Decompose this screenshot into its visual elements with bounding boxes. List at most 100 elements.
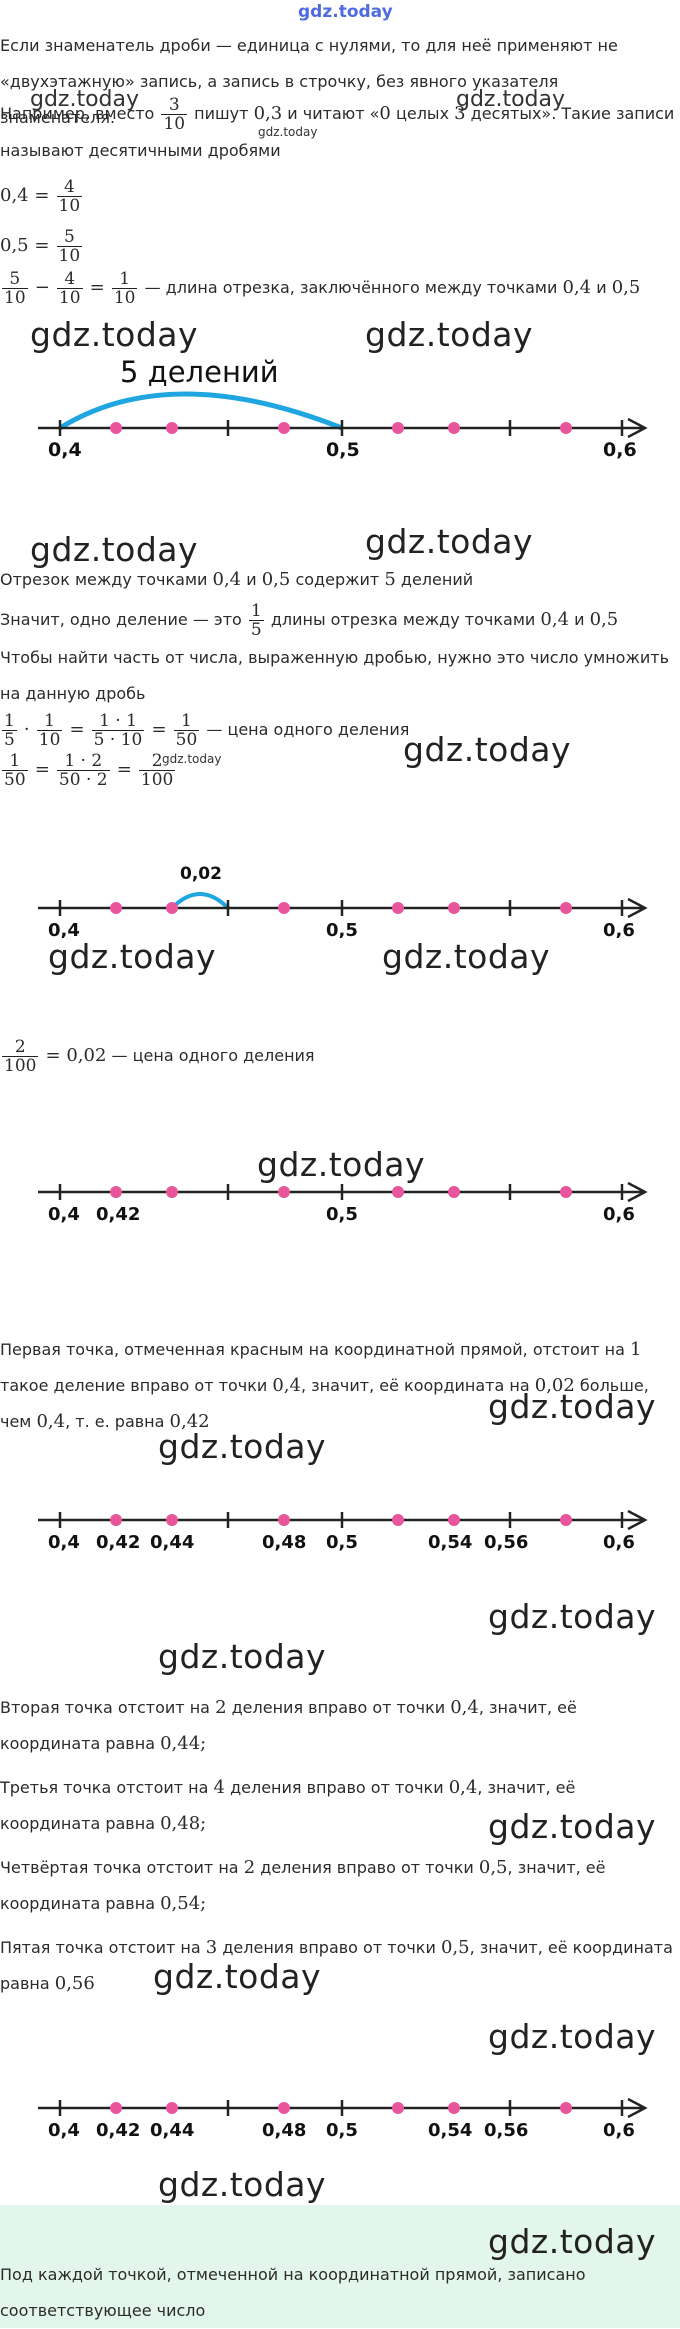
division-point [110,422,122,434]
watermark: gdz.today [158,1637,327,1676]
paragraph-rule: Чтобы найти часть от числа, выраженную д… [0,648,669,703]
equation-hundredths: 1 50 = 1 · 2 50 · 2 = 2 100 [2,751,176,790]
division-point [560,422,572,434]
division-point [560,1186,572,1198]
paragraph-third-point: Третья точка отстоит на 4 деления вправо… [0,1777,576,1834]
tick-label: 0,56 [484,1532,528,1553]
watermark: gdz.today [488,2222,657,2261]
fraction-3-10: 3 10 [161,95,188,134]
tick-label-0-6: 0,6 [603,920,635,938]
watermark: gdz.today [30,315,199,354]
division-point [278,2102,290,2114]
number-line-2: 0,02 0,4 0,5 0,6 [38,864,648,938]
division-point [448,1186,460,1198]
division-point [110,2102,122,2114]
division-point [560,2102,572,2114]
division-point [392,422,404,434]
tick-label: 0,6 [603,2120,635,2141]
watermark: gdz.today [257,1145,426,1184]
division-point [278,1514,290,1526]
division-point [166,422,178,434]
watermark-small: gdz.today [258,125,318,139]
paragraph-segment-divisions: Отрезок между точками 0,4 и 0,5 содержит… [0,569,474,590]
axis [38,417,648,439]
tick-label: 0,54 [428,1532,472,1553]
tick-label: 0,44 [150,2120,194,2141]
division-point [392,902,404,914]
site-logo[interactable]: gdz.today [298,2,393,22]
arc-label: 5 делений [120,355,279,389]
watermark: gdz.today [488,1387,657,1426]
paragraph-summary: Под каждой точкой, отмеченной на координ… [0,2265,586,2320]
tick-label-0-4: 0,4 [48,920,80,938]
division-point [448,1514,460,1526]
watermark: gdz.today [158,2165,327,2204]
paragraph-fourth-point: Четвёртая точка отстоит на 2 деления впр… [0,1857,606,1914]
tick-label: 0,4 [48,2120,80,2141]
equation-0-4: 0,4 = 4 10 [0,177,83,216]
watermark-small: gdz.today [162,752,222,766]
division-point [392,1186,404,1198]
division-point [560,902,572,914]
tick-label: 0,56 [484,2120,528,2141]
axis-arrow [627,2097,648,2119]
watermark: gdz.today [365,522,534,561]
watermark: gdz.today [153,1957,322,1996]
tick-label-0-6: 0,6 [603,1204,635,1225]
tick-label-0-5: 0,5 [326,1204,358,1225]
division-point [392,1514,404,1526]
watermark: gdz.today [382,937,551,976]
paragraph-example: Например, вместо 3 10 пишут 0,3 и читают … [0,95,675,160]
division-point [166,1186,178,1198]
division-point [278,422,290,434]
division-point [560,1514,572,1526]
tick-label: 0,5 [326,2120,358,2141]
tick-label-0-4: 0,4 [48,1204,80,1225]
tick-label: 0,42 [96,2120,140,2141]
tick-label: 0,4 [48,1532,80,1553]
tick-label-0-5: 0,5 [326,920,358,938]
paragraph-first-point: Первая точка, отмеченная красным на коор… [0,1339,649,1432]
watermark: gdz.today [30,530,199,569]
equation-0-5: 0,5 = 5 10 [0,227,83,266]
division-point [166,2102,178,2114]
tick-label-0-42: 0,42 [96,1204,140,1225]
paragraph-second-point: Вторая точка отстоит на 2 деления вправо… [0,1697,577,1754]
watermark-small: gdz.today [30,87,140,112]
tick-label: 0,48 [262,2120,306,2141]
watermark: gdz.today [488,2017,657,2056]
division-point [166,1514,178,1526]
division-point [166,902,178,914]
axis-arrow [627,1181,648,1203]
tick-label-0-4: 0,4 [48,439,82,460]
paragraph-intro: Если знаменатель дроби — единица с нулям… [0,36,618,127]
five-divisions-arc [58,391,343,431]
watermark: gdz.today [403,730,572,769]
number-line-3: 0,4 0,42 0,5 0,6 [38,1181,648,1225]
tick-label: 0,5 [326,1532,358,1553]
paragraph-fifth-point: Пятая точка отстоит на 3 деления вправо … [0,1937,673,1994]
watermark: gdz.today [158,1427,327,1466]
division-point [448,902,460,914]
watermark: gdz.today [48,937,217,976]
axis-arrow [627,897,648,919]
tick-label-0-5: 0,5 [326,439,360,460]
equation-segment-length: 5 10 − 4 10 = 1 10 — длина отрезка, заключё… [2,269,641,308]
axis-arrow [627,417,648,439]
watermark: gdz.today [488,1807,657,1846]
division-point [448,2102,460,2114]
tick-label: 0,48 [262,1532,306,1553]
division-point [110,1514,122,1526]
one-division-arc [170,892,230,910]
tick-label: 0,42 [96,1532,140,1553]
number-line-1: 5 делений 0,4 0,5 0,6 [38,355,648,460]
number-line-4: 0,4 0,42 0,44 0,48 0,5 0,54 0,56 0,6 [38,1509,648,1553]
tick-label: 0,44 [150,1532,194,1553]
watermark: gdz.today [365,315,534,354]
division-point [110,902,122,914]
tick-label: 0,6 [603,1532,635,1553]
tick-label-0-6: 0,6 [603,439,637,460]
division-point [448,422,460,434]
